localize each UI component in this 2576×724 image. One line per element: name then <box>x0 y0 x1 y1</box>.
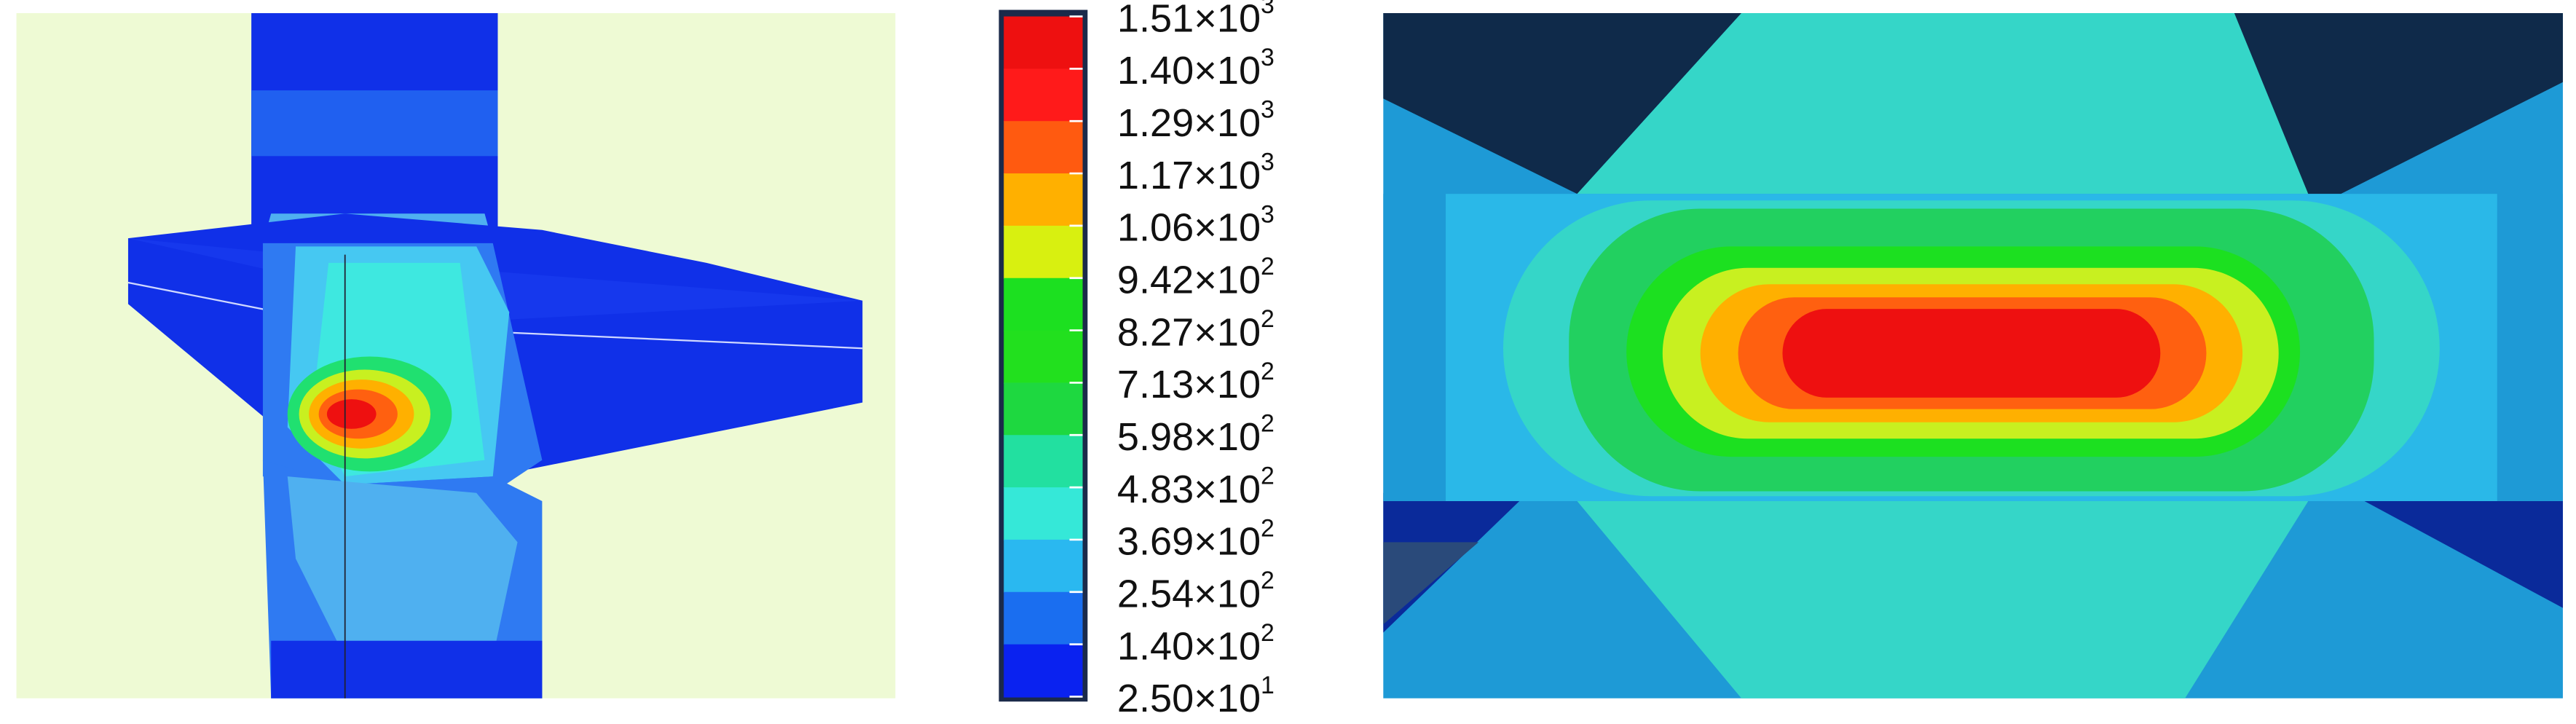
colorbar-band <box>1004 16 1083 70</box>
colorbar-band <box>1004 539 1083 593</box>
colorbar-label: 1.40×103 <box>1117 44 1275 93</box>
label-mantissa: 3.69×10 <box>1117 520 1261 564</box>
label-exponent: 3 <box>1261 96 1275 124</box>
colorbar: 1.51×1031.40×1031.29×1031.17×1031.06×103… <box>999 0 1275 721</box>
colorbar-label: 2.54×102 <box>1117 567 1275 616</box>
label-mantissa: 1.06×10 <box>1117 206 1261 250</box>
label-exponent: 2 <box>1261 567 1275 594</box>
colorbar-label: 3.69×102 <box>1117 514 1275 564</box>
colorbar-label: 1.51×103 <box>1117 0 1275 41</box>
label-mantissa: 4.83×10 <box>1117 468 1261 511</box>
label-mantissa: 2.54×10 <box>1117 572 1261 616</box>
label-mantissa: 1.40×10 <box>1117 625 1261 669</box>
colorbar-label: 5.98×102 <box>1117 410 1275 460</box>
colorbar-band <box>1004 225 1083 279</box>
label-exponent: 2 <box>1261 358 1275 385</box>
label-exponent: 2 <box>1261 462 1275 489</box>
colorbar-band <box>1004 435 1083 489</box>
label-mantissa: 1.17×10 <box>1117 154 1261 197</box>
label-exponent: 3 <box>1261 200 1275 228</box>
label-mantissa: 9.42×10 <box>1117 259 1261 302</box>
label-exponent: 2 <box>1261 253 1275 280</box>
label-mantissa: 8.27×10 <box>1117 311 1261 355</box>
colorbar-band <box>1004 591 1083 645</box>
label-exponent: 2 <box>1261 305 1275 333</box>
label-mantissa: 2.50×10 <box>1117 677 1261 721</box>
label-exponent: 2 <box>1261 619 1275 647</box>
colorbar-band <box>1004 173 1083 227</box>
colorbar-band <box>1004 382 1083 436</box>
colorbar-band <box>1004 330 1083 384</box>
colorbar-band <box>1004 68 1083 122</box>
colorbar-label: 7.13×102 <box>1117 358 1275 407</box>
colorbar-label: 1.40×102 <box>1117 619 1275 669</box>
label-exponent: 3 <box>1261 44 1275 71</box>
colorbar-label: 1.06×103 <box>1117 200 1275 250</box>
colorbar-band <box>1004 644 1083 698</box>
label-exponent: 3 <box>1261 148 1275 176</box>
label-mantissa: 1.40×10 <box>1117 49 1261 93</box>
label-exponent: 3 <box>1261 0 1275 19</box>
colorbar-label: 2.50×101 <box>1117 672 1275 721</box>
colorbar-label: 9.42×102 <box>1117 253 1275 302</box>
colorbar-band <box>1004 487 1083 541</box>
label-mantissa: 1.51×10 <box>1117 0 1261 41</box>
label-mantissa: 1.29×10 <box>1117 101 1261 145</box>
colorbar-label: 4.83×102 <box>1117 462 1275 511</box>
label-exponent: 2 <box>1261 514 1275 542</box>
left-simulation <box>16 13 896 699</box>
right-simulation <box>1383 13 2563 699</box>
label-mantissa: 5.98×10 <box>1117 415 1261 459</box>
label-exponent: 2 <box>1261 410 1275 438</box>
colorbar-label: 8.27×102 <box>1117 305 1275 355</box>
label-mantissa: 7.13×10 <box>1117 363 1261 406</box>
colorbar-band <box>1004 121 1083 175</box>
label-exponent: 1 <box>1261 672 1275 699</box>
colorbar-band <box>1004 278 1083 331</box>
colorbar-label: 1.29×103 <box>1117 96 1275 146</box>
colorbar-label: 1.17×103 <box>1117 148 1275 197</box>
